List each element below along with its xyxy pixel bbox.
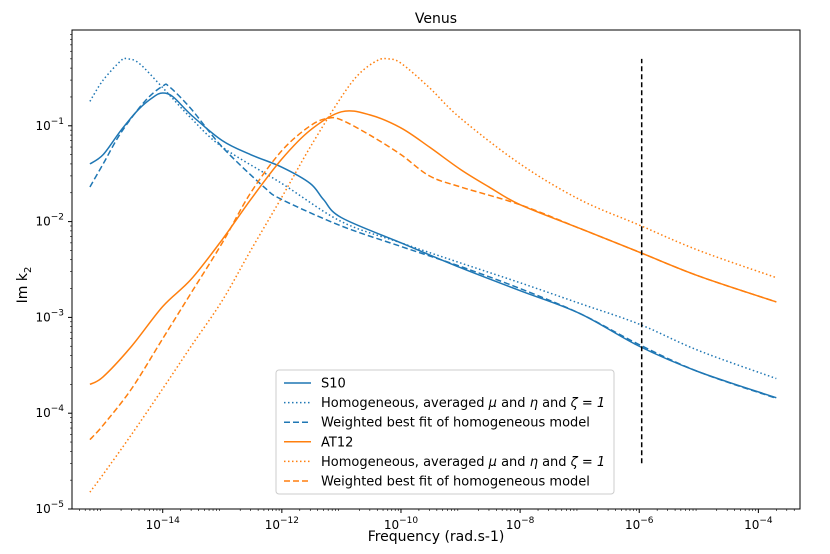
x-tick-base: 10 xyxy=(384,518,399,532)
y-tick-label-3: 10−3 xyxy=(35,308,64,324)
legend-math-text: and xyxy=(497,396,530,411)
y-tick-exponent: −5 xyxy=(51,500,64,510)
legend-math-symbol: μ xyxy=(488,396,497,411)
y-tick-label-2: 10−4 xyxy=(35,404,64,420)
legend-label-3: Weighted best fit of homogeneous model xyxy=(321,416,590,431)
x-tick-label-1: 10−14 xyxy=(146,516,181,532)
legend-label-2: Homogeneous, averaged μ and η and ζ = 1 xyxy=(321,396,605,411)
x-tick-exponent: −14 xyxy=(161,516,180,526)
y-tick-base: 10 xyxy=(35,406,50,420)
x-tick-base: 10 xyxy=(744,518,759,532)
legend-text: Homogeneous, averaged xyxy=(321,396,489,411)
y-axis-label: Im k2 xyxy=(15,267,34,304)
legend-box xyxy=(275,369,615,495)
legend-text: AT12 xyxy=(321,435,353,450)
x-axis-label: Frequency (rad.s-1) xyxy=(368,529,505,545)
series-line-1 xyxy=(89,92,777,399)
y-tick-exponent: −4 xyxy=(51,404,65,414)
legend-math-symbol: η xyxy=(530,396,538,411)
x-tick-label-2: 10−12 xyxy=(265,516,299,532)
series-line-2 xyxy=(89,57,777,380)
x-tick-exponent: −10 xyxy=(399,516,418,526)
x-axis-ticks: 10−14 10−12 10−10 10−8 10−6 10−4 xyxy=(79,509,795,532)
x-tick-exponent: −8 xyxy=(521,516,535,526)
y-tick-label-4: 10−2 xyxy=(35,213,64,229)
legend-math-text: and xyxy=(497,455,530,470)
legend-text: Weighted best fit of homogeneous model xyxy=(321,416,590,431)
x-tick-base: 10 xyxy=(506,518,521,532)
legend-text: Homogeneous, averaged xyxy=(321,455,489,470)
legend-math-symbol: ζ = 1 xyxy=(570,455,606,470)
series-line-6 xyxy=(89,116,777,441)
x-tick-label-5: 10−6 xyxy=(625,516,654,532)
legend-text: Weighted best fit of homogeneous model xyxy=(321,475,590,490)
legend-math-symbol: μ xyxy=(488,455,497,470)
legend-math-text: and xyxy=(538,455,571,470)
y-axis-ticks: 10−510−410−310−210−1 xyxy=(35,34,72,516)
y-axis-label-main: Im k xyxy=(15,272,31,303)
legend-math-symbol: ζ = 1 xyxy=(570,396,606,411)
y-tick-label-5: 10−1 xyxy=(35,117,64,133)
plot-area xyxy=(71,29,801,510)
y-axis-label-subscript: 2 xyxy=(23,267,34,273)
legend-math-symbol: η xyxy=(530,455,538,470)
plot-frame xyxy=(71,29,801,510)
x-tick-exponent: −6 xyxy=(640,516,654,526)
legend-label-6: Weighted best fit of homogeneous model xyxy=(321,475,590,490)
legend: S10 Homogeneous, averaged μ and η and ζ =… xyxy=(275,369,615,495)
y-tick-base: 10 xyxy=(35,215,50,229)
x-tick-label-4: 10−8 xyxy=(506,516,535,532)
legend-label-5: Homogeneous, averaged μ and η and ζ = 1 xyxy=(321,455,605,470)
x-tick-base: 10 xyxy=(625,518,640,532)
y-tick-exponent: −1 xyxy=(51,117,64,127)
series-group xyxy=(89,57,777,493)
series-line-3 xyxy=(89,83,777,400)
x-tick-base: 10 xyxy=(265,518,280,532)
y-tick-base: 10 xyxy=(35,119,50,133)
x-tick-exponent: −12 xyxy=(280,516,299,526)
x-tick-base: 10 xyxy=(146,518,161,532)
legend-label-4: AT12 xyxy=(321,435,353,450)
legend-label-1: S10 xyxy=(321,377,346,392)
y-tick-exponent: −3 xyxy=(51,308,64,318)
x-tick-label-3: 10−10 xyxy=(384,516,419,532)
x-tick-label-6: 10−4 xyxy=(744,516,773,532)
series-line-5 xyxy=(89,57,777,493)
chart-title: Venus xyxy=(415,11,457,27)
legend-text: S10 xyxy=(321,377,346,392)
y-tick-label-1: 10−5 xyxy=(35,500,64,516)
legend-math-text: and xyxy=(538,396,571,411)
x-tick-exponent: −4 xyxy=(759,516,773,526)
y-tick-base: 10 xyxy=(35,502,50,516)
y-tick-base: 10 xyxy=(35,310,50,324)
y-tick-exponent: −2 xyxy=(51,213,64,223)
